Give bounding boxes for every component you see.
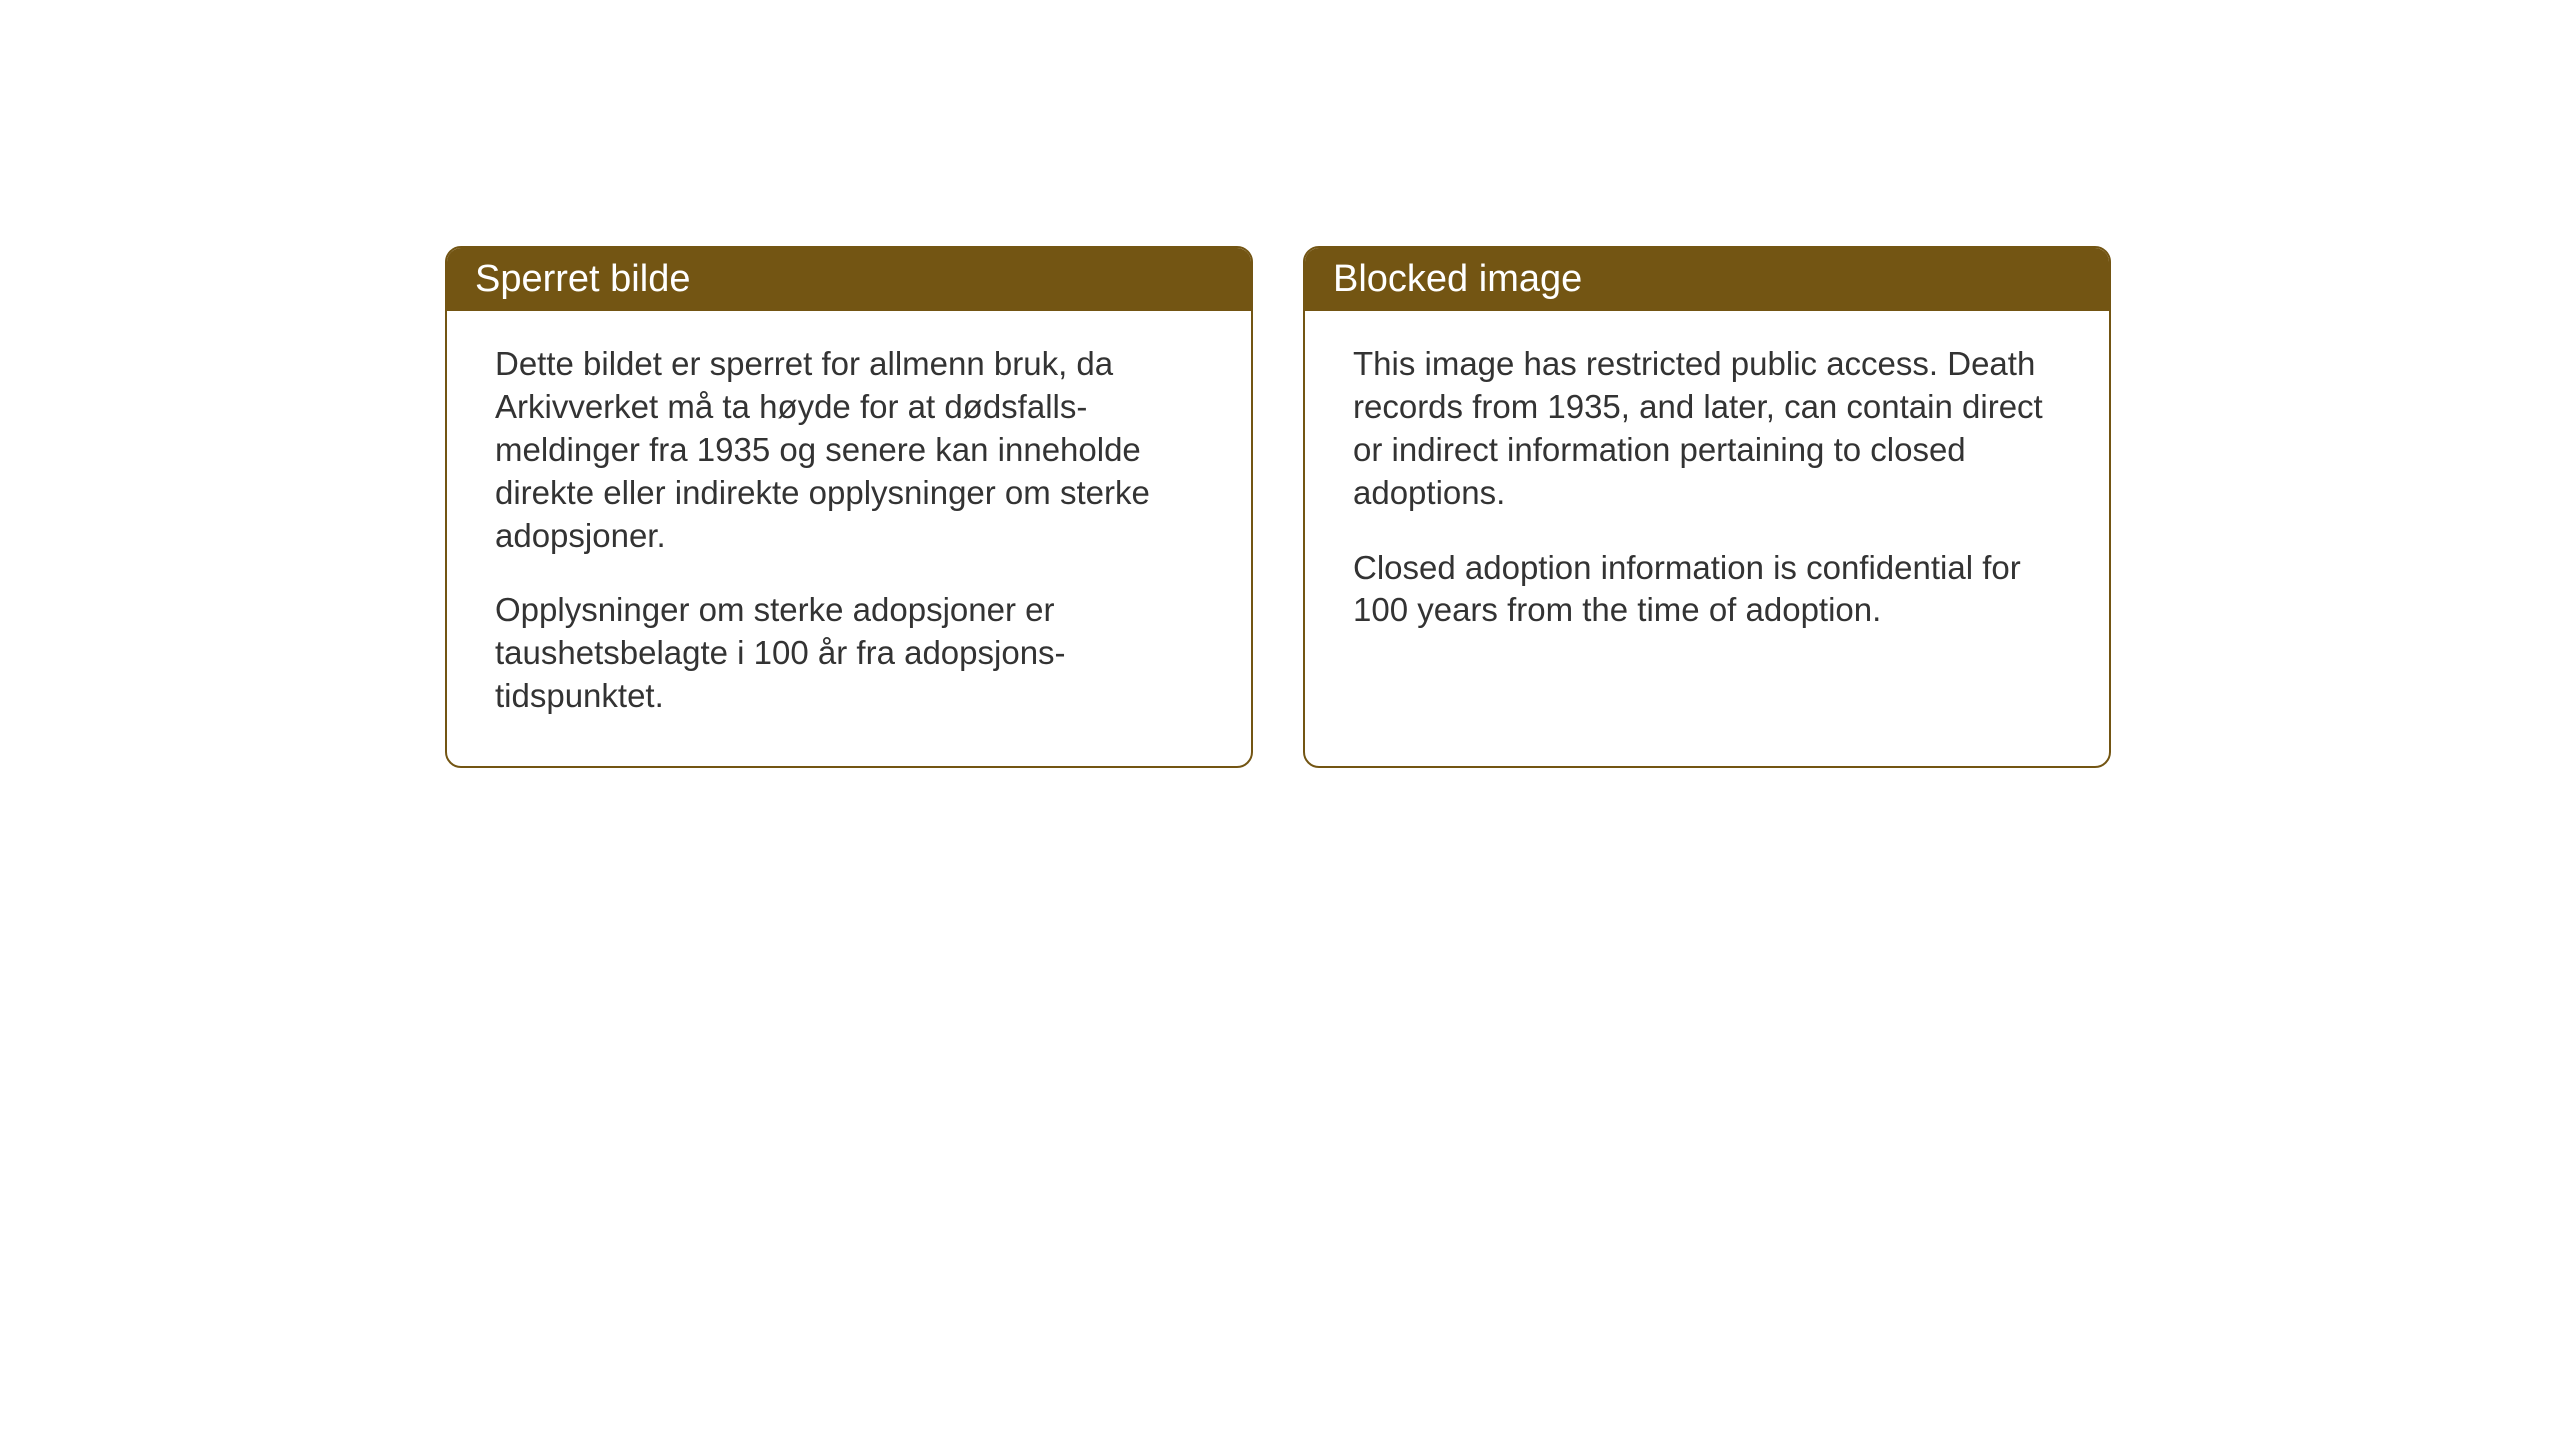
card-paragraph-2: Closed adoption information is confident…	[1353, 547, 2061, 633]
card-header-norwegian: Sperret bilde	[447, 248, 1251, 311]
card-title: Blocked image	[1333, 258, 1582, 300]
card-body-norwegian: Dette bildet er sperret for allmenn bruk…	[447, 311, 1251, 766]
notice-card-english: Blocked image This image has restricted …	[1303, 246, 2111, 768]
card-header-english: Blocked image	[1305, 248, 2109, 311]
notice-card-norwegian: Sperret bilde Dette bildet er sperret fo…	[445, 246, 1253, 768]
card-paragraph-1: This image has restricted public access.…	[1353, 343, 2061, 515]
card-paragraph-1: Dette bildet er sperret for allmenn bruk…	[495, 343, 1203, 557]
card-title: Sperret bilde	[475, 258, 690, 300]
card-body-english: This image has restricted public access.…	[1305, 311, 2109, 680]
card-paragraph-2: Opplysninger om sterke adopsjoner er tau…	[495, 589, 1203, 718]
notice-cards-container: Sperret bilde Dette bildet er sperret fo…	[445, 246, 2111, 768]
